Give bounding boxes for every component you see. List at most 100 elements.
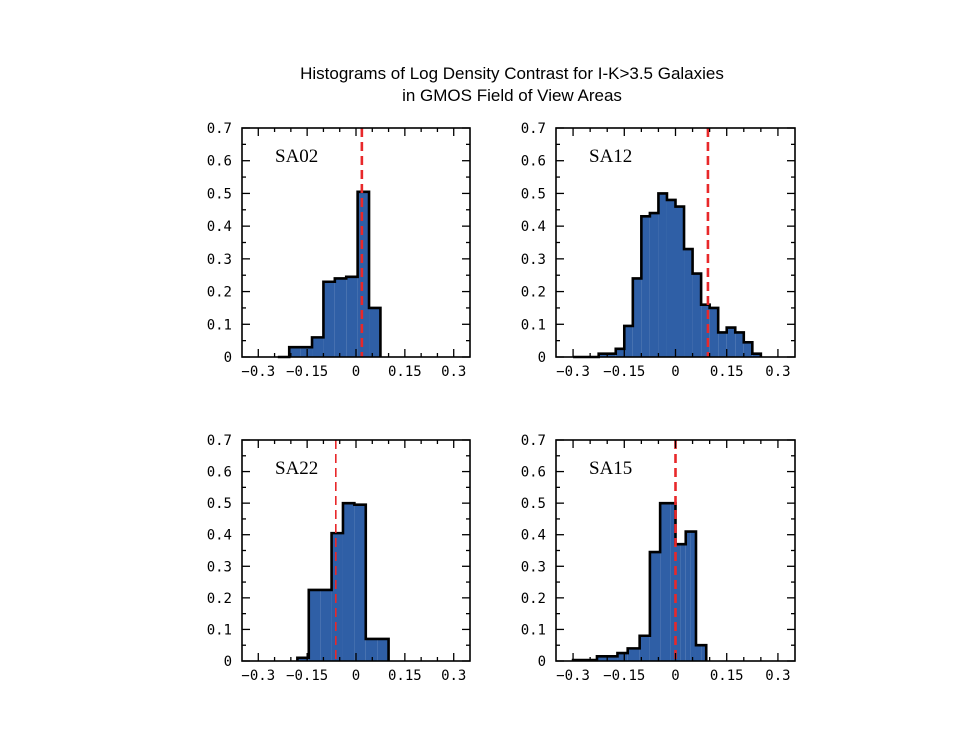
- histogram-bar: [709, 307, 719, 357]
- histogram-bar: [308, 589, 321, 661]
- y-tick-label: 0.7: [207, 121, 232, 137]
- histogram-bar: [701, 304, 710, 357]
- histogram-outline: [277, 190, 382, 359]
- histogram-bar: [377, 638, 389, 661]
- histogram-bar: [641, 216, 650, 357]
- histogram-bar: [596, 656, 608, 661]
- panel-sa22: −0.3 −0.15 0 0.15 0.3 0 0.1 0.2 0.3 0.4 0.5 0.6 0.7 S…: [207, 433, 471, 684]
- y-tick-label: 0.1: [207, 622, 232, 638]
- y-tick-label: 0.2: [207, 591, 232, 607]
- histogram-outline: [571, 501, 708, 662]
- y-tick-label: 0.2: [521, 591, 546, 607]
- histogram-bar: [675, 544, 681, 661]
- histogram-bar: [743, 342, 753, 357]
- histogram-bar: [660, 503, 671, 661]
- x-tick-label: 0: [671, 668, 679, 684]
- histogram-outline: [573, 192, 763, 359]
- y-tick-label: 0.7: [207, 433, 232, 449]
- histogram-bar: [726, 327, 736, 357]
- y-tick-label: 0.3: [207, 252, 232, 268]
- histogram-bar: [632, 278, 642, 357]
- panel-sa12: −0.3 −0.15 0 0.15 0.3 0 0.1 0.2 0.3 0.4 0.5 0.6 0.7 S…: [521, 121, 796, 380]
- histogram-bar: [684, 249, 693, 357]
- histogram-bar: [692, 273, 702, 357]
- x-tick-label: 0.3: [441, 668, 466, 684]
- histogram-bar: [701, 645, 707, 661]
- histogram-bar: [342, 503, 355, 661]
- y-tick-label: 0.5: [521, 186, 546, 202]
- histogram-bar: [666, 199, 676, 357]
- x-tick-label: 0.15: [710, 668, 744, 684]
- histogram-bar: [675, 206, 685, 357]
- x-tick-label: −0.3: [556, 364, 590, 380]
- y-tick-label: 0: [538, 654, 546, 670]
- x-tick-label: −0.15: [603, 668, 645, 684]
- chart-title-line-2: in GMOS Field of View Areas: [402, 86, 622, 105]
- panel-label: SA22: [275, 458, 318, 479]
- y-tick-label: 0.7: [521, 121, 546, 137]
- histogram-panels: −0.3 −0.15 0 0.15 0.3 0 0.1 0.2 0.3 0.4 0.5 0.6 0.7 S…: [207, 121, 796, 684]
- x-tick-label: −0.15: [286, 668, 328, 684]
- y-tick-label: 0: [224, 350, 232, 366]
- histogram-bar: [323, 281, 335, 357]
- histogram-bar: [320, 589, 332, 661]
- y-tick-label: 0.4: [521, 219, 546, 235]
- y-tick-label: 0.3: [521, 252, 546, 268]
- x-tick-label: 0: [352, 668, 360, 684]
- panel-label: SA15: [589, 458, 632, 479]
- histogram-bar: [607, 656, 618, 661]
- histogram-bar: [649, 213, 659, 357]
- y-tick-label: 0: [224, 654, 232, 670]
- y-tick-label: 0.4: [207, 219, 232, 235]
- x-tick-label: −0.3: [556, 668, 590, 684]
- histogram-bar: [365, 638, 378, 661]
- histogram-bar: [658, 193, 667, 357]
- panel-label: SA12: [589, 146, 632, 167]
- histogram-bar: [334, 278, 347, 357]
- y-tick-label: 0.6: [207, 465, 232, 481]
- histogram-bar: [312, 337, 324, 357]
- x-tick-label: 0.3: [765, 364, 790, 380]
- histogram-bar: [615, 348, 625, 357]
- y-tick-label: 0.6: [521, 465, 546, 481]
- x-tick-label: −0.3: [241, 364, 275, 380]
- x-tick-label: 0.15: [710, 364, 744, 380]
- histogram-bar: [289, 347, 301, 357]
- histogram-bar: [300, 347, 313, 357]
- histogram-bar: [346, 276, 358, 357]
- y-tick-label: 0.1: [521, 622, 546, 638]
- histogram-bar: [357, 191, 370, 357]
- y-tick-label: 0.1: [207, 317, 232, 333]
- y-tick-label: 0.4: [521, 528, 546, 544]
- histogram-bar: [598, 353, 608, 357]
- y-tick-label: 0: [538, 350, 546, 366]
- x-tick-label: 0.3: [441, 364, 466, 380]
- histogram-bar: [690, 531, 696, 661]
- x-tick-label: 0.15: [388, 364, 422, 380]
- y-tick-label: 0.2: [521, 285, 546, 301]
- histogram-bar: [331, 533, 343, 661]
- histogram-bar: [695, 645, 702, 661]
- x-tick-label: 0: [352, 364, 360, 380]
- histogram-bar: [297, 657, 309, 661]
- x-tick-label: −0.15: [286, 364, 328, 380]
- x-tick-label: 0.15: [388, 668, 422, 684]
- y-tick-label: 0.6: [521, 154, 546, 170]
- histogram-bar: [649, 552, 661, 661]
- y-tick-label: 0.5: [207, 496, 232, 512]
- histogram-bar: [685, 531, 691, 661]
- histogram-bar: [624, 325, 633, 357]
- histogram-bar: [670, 503, 676, 661]
- histogram-bar: [369, 307, 381, 357]
- panel-label: SA02: [275, 146, 318, 167]
- histogram-bar: [752, 353, 761, 357]
- y-tick-label: 0.5: [207, 186, 232, 202]
- y-tick-label: 0.2: [207, 285, 232, 301]
- chart-title-line-1: Histograms of Log Density Contrast for I…: [300, 64, 724, 83]
- panel-sa15: −0.3 −0.15 0 0.15 0.3 0 0.1 0.2 0.3 0.4 0.5 0.6 0.7 S…: [521, 433, 796, 684]
- histogram-bar: [354, 504, 366, 661]
- histogram-bar: [718, 332, 727, 357]
- histogram-bar: [607, 353, 616, 357]
- x-tick-label: 0: [671, 364, 679, 380]
